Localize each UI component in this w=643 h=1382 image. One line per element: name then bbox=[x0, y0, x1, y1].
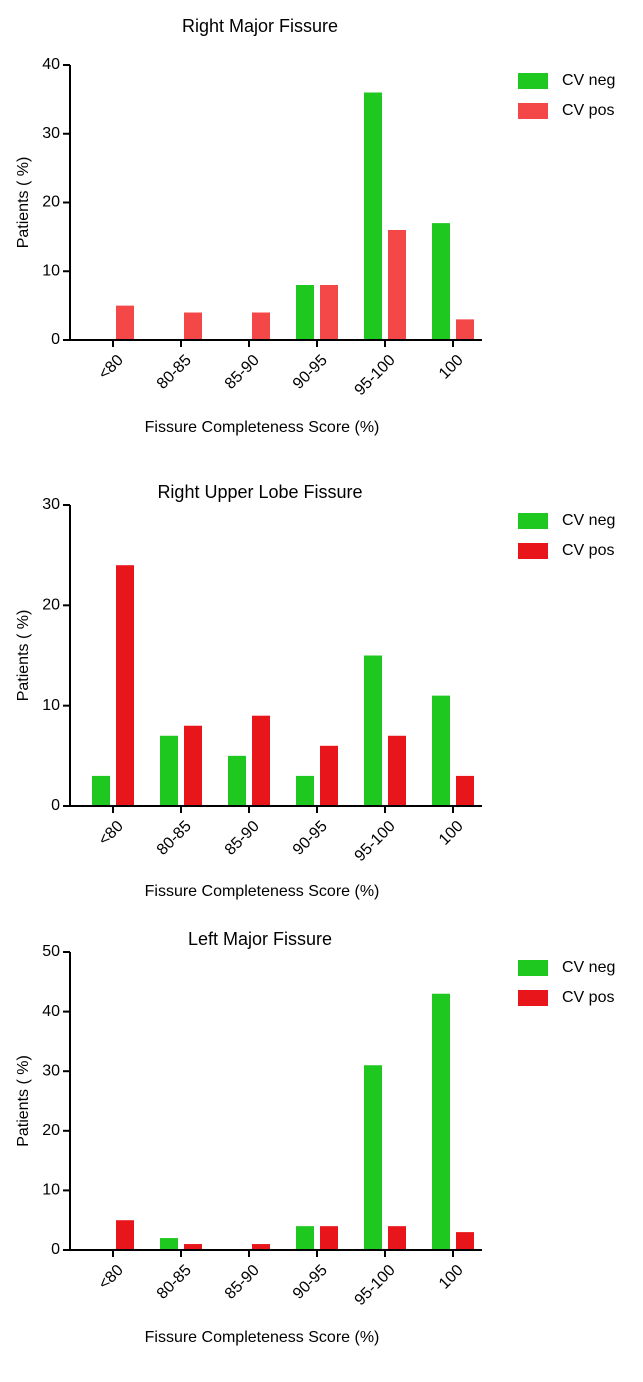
x-tick-label: 80-85 bbox=[154, 1262, 195, 1303]
x-tick-label: 80-85 bbox=[154, 818, 195, 859]
x-axis-label: Fissure Completeness Score (%) bbox=[145, 1329, 380, 1346]
bar bbox=[388, 1226, 406, 1250]
y-tick-label: 0 bbox=[51, 1241, 60, 1258]
bar bbox=[364, 655, 382, 806]
x-axis-label: Fissure Completeness Score (%) bbox=[145, 419, 380, 436]
bar bbox=[116, 305, 134, 340]
chart-title: Right Major Fissure bbox=[182, 16, 338, 36]
bar bbox=[364, 1065, 382, 1250]
bar bbox=[252, 1244, 270, 1250]
y-tick-label: 0 bbox=[51, 797, 60, 814]
y-tick-label: 40 bbox=[42, 56, 60, 73]
y-tick-label: 10 bbox=[42, 262, 60, 279]
legend-swatch bbox=[518, 543, 548, 559]
bar bbox=[456, 775, 474, 806]
legend-label: CV neg bbox=[562, 72, 615, 89]
y-tick-label: 30 bbox=[42, 125, 60, 142]
bar bbox=[320, 1226, 338, 1250]
bar bbox=[432, 695, 450, 806]
bar bbox=[388, 735, 406, 806]
y-tick-label: 30 bbox=[42, 496, 60, 513]
x-tick-label: 90-95 bbox=[290, 1262, 331, 1303]
bar bbox=[456, 1232, 474, 1250]
y-tick-label: 10 bbox=[42, 1182, 60, 1199]
bar bbox=[252, 715, 270, 806]
legend-swatch bbox=[518, 960, 548, 976]
legend-swatch bbox=[518, 103, 548, 119]
x-tick-label: 85-90 bbox=[222, 818, 263, 859]
x-tick-label: <80 bbox=[96, 818, 127, 849]
x-tick-label: <80 bbox=[96, 352, 127, 383]
x-tick-label: 95-100 bbox=[352, 1262, 399, 1309]
y-axis-label: Patients ( %) bbox=[15, 157, 32, 249]
legend-swatch bbox=[518, 73, 548, 89]
chart-title: Left Major Fissure bbox=[188, 929, 332, 949]
x-axis-label: Fissure Completeness Score (%) bbox=[145, 883, 380, 900]
bar bbox=[228, 755, 246, 806]
y-tick-label: 50 bbox=[42, 943, 60, 960]
bar bbox=[320, 745, 338, 806]
x-tick-label: 85-90 bbox=[222, 352, 263, 393]
legend-label: CV pos bbox=[562, 989, 614, 1006]
x-tick-label: 100 bbox=[436, 1262, 467, 1293]
y-tick-label: 10 bbox=[42, 697, 60, 714]
bar bbox=[432, 223, 450, 340]
bar bbox=[456, 319, 474, 340]
y-tick-label: 20 bbox=[42, 194, 60, 211]
x-tick-label: 85-90 bbox=[222, 1262, 263, 1303]
y-tick-label: 0 bbox=[51, 331, 60, 348]
bar bbox=[116, 565, 134, 806]
legend-label: CV pos bbox=[562, 542, 614, 559]
x-tick-label: 90-95 bbox=[290, 352, 331, 393]
y-axis-label: Patients ( %) bbox=[15, 610, 32, 702]
bar bbox=[296, 1226, 314, 1250]
bar bbox=[160, 735, 178, 806]
bar bbox=[184, 1244, 202, 1250]
y-tick-label: 30 bbox=[42, 1062, 60, 1079]
legend-label: CV pos bbox=[562, 102, 614, 119]
y-axis-label: Patients ( %) bbox=[15, 1055, 32, 1147]
bar bbox=[252, 312, 270, 340]
bar bbox=[184, 725, 202, 806]
bar bbox=[364, 92, 382, 340]
legend-swatch bbox=[518, 990, 548, 1006]
x-tick-label: 90-95 bbox=[290, 818, 331, 859]
x-tick-label: 100 bbox=[436, 352, 467, 383]
legend-label: CV neg bbox=[562, 512, 615, 529]
y-tick-label: 20 bbox=[42, 1122, 60, 1139]
bar bbox=[296, 775, 314, 806]
bar bbox=[388, 230, 406, 340]
bar bbox=[432, 993, 450, 1250]
x-tick-label: 95-100 bbox=[352, 818, 399, 865]
x-tick-label: 95-100 bbox=[352, 352, 399, 399]
y-tick-label: 40 bbox=[42, 1003, 60, 1020]
y-tick-label: 20 bbox=[42, 597, 60, 614]
x-tick-label: <80 bbox=[96, 1262, 127, 1293]
bar bbox=[320, 285, 338, 340]
bar bbox=[160, 1238, 178, 1250]
x-tick-label: 80-85 bbox=[154, 352, 195, 393]
legend-swatch bbox=[518, 513, 548, 529]
legend-label: CV neg bbox=[562, 959, 615, 976]
bar bbox=[92, 775, 110, 806]
bar bbox=[184, 312, 202, 340]
bar bbox=[116, 1220, 134, 1250]
bar bbox=[296, 285, 314, 340]
chart-title: Right Upper Lobe Fissure bbox=[157, 482, 362, 502]
x-tick-label: 100 bbox=[436, 818, 467, 849]
